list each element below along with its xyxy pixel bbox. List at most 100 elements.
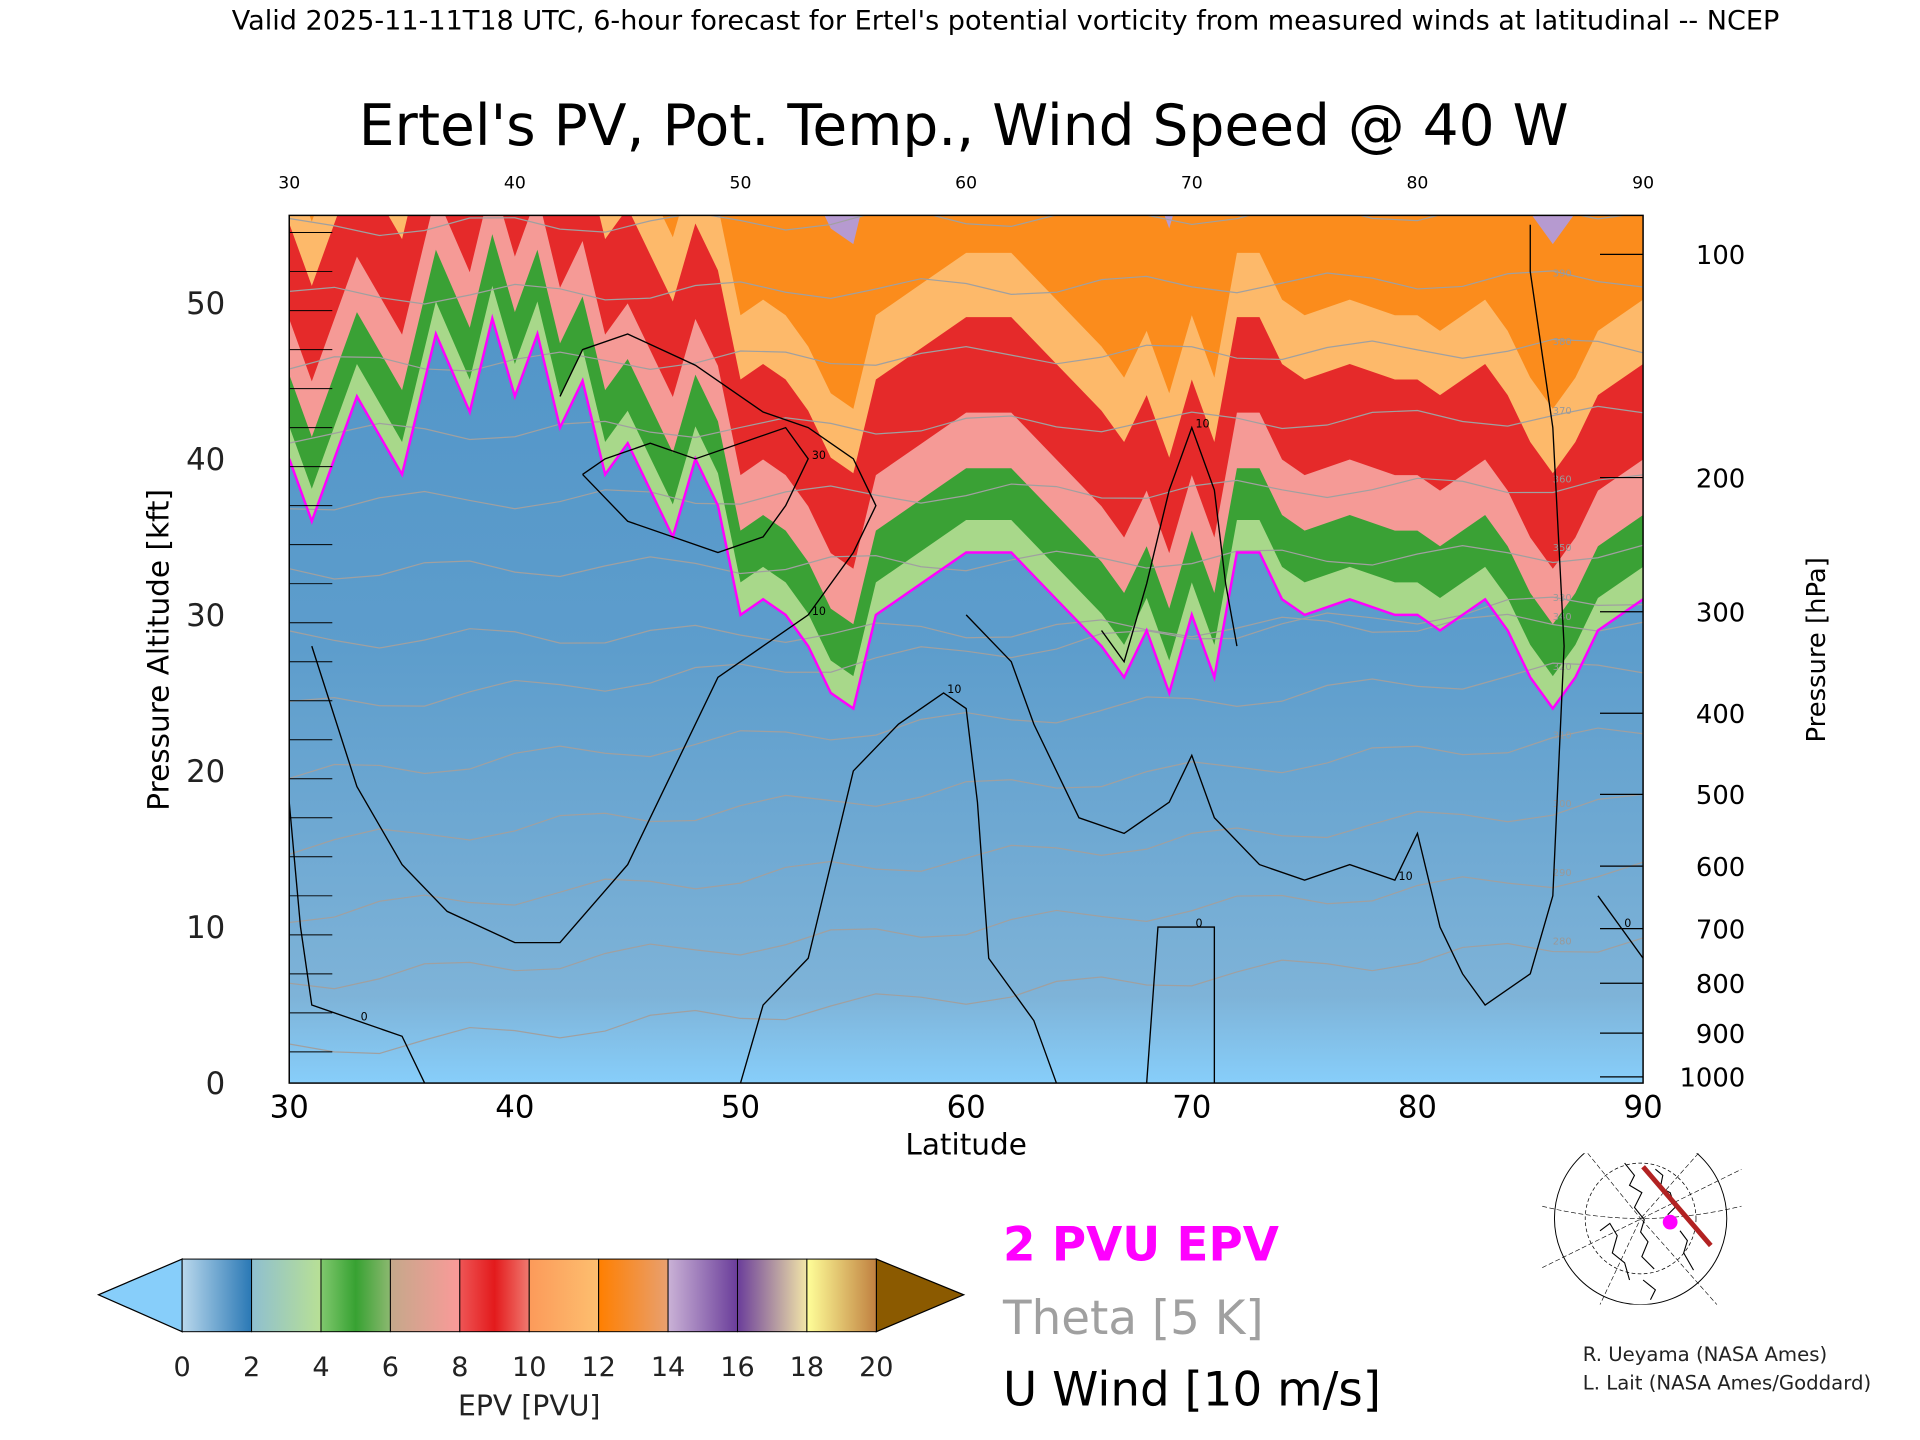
theta-contour-label: 360 (1553, 475, 1572, 486)
pressure-tick-label: 700 (1696, 915, 1745, 945)
pressure-tick-label: 100 (1696, 241, 1745, 271)
u-wind-contour-label: 10 (1399, 870, 1413, 883)
y-tick-label: 30 (186, 598, 225, 634)
x-tick-label-top: 40 (504, 173, 526, 193)
chart-title: Ertel's PV, Pot. Temp., Wind Speed @ 40 … (359, 93, 1569, 159)
plot-area: 280290300310320330340350360370380390400 … (142, 173, 1833, 1161)
y-tick-label: 10 (186, 910, 225, 946)
x-axis-label: Latitude (905, 1127, 1026, 1161)
pressure-tick-label: 500 (1696, 781, 1745, 811)
colorbar-tick-label: 6 (382, 1352, 399, 1383)
theta-contour-label: 290 (1553, 868, 1572, 879)
colorbar-tick-label: 4 (312, 1352, 329, 1383)
u-wind-contour-0 (1597, 895, 1644, 959)
theta-contour-label: 310 (1553, 731, 1572, 742)
x-tick-label: 50 (721, 1090, 760, 1126)
x-tick-label: 70 (1172, 1090, 1211, 1126)
u-wind-contour-label: 0 (1624, 917, 1631, 930)
y-tick-label: 0 (206, 1066, 226, 1102)
theta-contour-400 (289, 215, 1629, 237)
y-axis-right-label: Pressure [hPa] (1802, 557, 1832, 742)
colorbar-segment (459, 1258, 530, 1333)
pressure-tick-label: 400 (1696, 700, 1745, 730)
theta-contour-360 (289, 474, 1644, 511)
pv-band-13 (289, 215, 1644, 409)
colorbar-tick-label: 14 (651, 1352, 685, 1383)
theta-contour-label: 320 (1553, 662, 1572, 673)
colorbar-tick-label: 8 (451, 1352, 468, 1383)
x-tick-label-top: 30 (278, 173, 300, 193)
legend-pv-line: 2 PVU EPV (1003, 1218, 1279, 1272)
theta-contour-label: 350 (1553, 543, 1572, 554)
x-tick-label: 60 (947, 1090, 986, 1126)
u-wind-contour-label: 10 (1195, 418, 1209, 431)
u-wind-contour-10 (739, 692, 1058, 1084)
colorbar-under-triangle (96, 1258, 183, 1333)
u-wind-contour-0 (289, 802, 426, 1084)
location-map (1542, 1153, 1742, 1305)
u-wind-contour-30 (582, 426, 809, 554)
theta-contour-330 (289, 596, 1644, 707)
plot-frame (288, 214, 1644, 1084)
colorbar-tick-label: 10 (512, 1352, 546, 1383)
colorbar-tick-label: 20 (859, 1352, 893, 1383)
x-tick-label: 30 (270, 1090, 309, 1126)
u-wind-contour-10 (1100, 425, 1238, 664)
legend: 2 PVU EPV Theta [5 K] U Wind [10 m/s] (1002, 1218, 1381, 1417)
theta-contour-300 (289, 793, 1644, 924)
theta-contour-label: 370 (1553, 406, 1572, 417)
colorbar-segment (251, 1258, 322, 1333)
u-wind-contour-label: 30 (812, 449, 826, 462)
theta-contour-370 (289, 405, 1644, 444)
theta-contour-label: 280 (1553, 937, 1572, 948)
legend-theta: Theta [5 K] (1002, 1292, 1264, 1346)
colorbar-segment (389, 1258, 461, 1333)
colorbar-segment (528, 1258, 600, 1333)
x-tick-label-top: 80 (1406, 173, 1428, 193)
colorbar-segment (320, 1258, 391, 1333)
colorbar-over-triangle (875, 1258, 966, 1333)
colorbar-tick-label: 12 (581, 1352, 615, 1383)
u-wind-contour-label: 10 (947, 683, 961, 696)
u-wind-contour-10 (311, 333, 877, 944)
colorbar-tick-label: 18 (790, 1352, 824, 1383)
x-tick-label-top: 60 (955, 173, 977, 193)
pressure-tick-label: 600 (1696, 853, 1745, 883)
pv-2pvu-line (289, 313, 1644, 711)
theta-contour-310 (289, 727, 1644, 855)
figure-subtitle: Valid 2025-11-11T18 UTC, 6-hour forecast… (232, 6, 1780, 37)
u-wind-contour-label: 0 (361, 1011, 368, 1024)
x-tick-label-top: 70 (1181, 173, 1203, 193)
colorbar-segment (181, 1258, 253, 1333)
u-wind-contour-label: 0 (1195, 917, 1202, 930)
y-tick-label: 20 (186, 754, 225, 790)
theta-contour-380 (289, 338, 1644, 372)
credit-line-2: L. Lait (NASA Ames/Goddard) (1583, 1372, 1871, 1395)
map-location-marker (1662, 1214, 1678, 1230)
colorbar-segment (736, 1258, 808, 1333)
u-wind-contour-0 (1145, 926, 1216, 1084)
x-tick-label: 80 (1398, 1090, 1437, 1126)
colorbar-tick-label: 0 (174, 1352, 191, 1383)
credit-line-1: R. Ueyama (NASA Ames) (1583, 1343, 1827, 1366)
pressure-tick-label: 300 (1696, 599, 1745, 629)
x-tick-label: 40 (495, 1090, 534, 1126)
colorbar-segment (667, 1258, 738, 1333)
pressure-tick-label: 800 (1696, 970, 1745, 1000)
x-tick-label-top: 50 (730, 173, 752, 193)
x-tick-label: 90 (1624, 1090, 1663, 1126)
colorbar-segment (598, 1258, 669, 1333)
theta-contour-label: 400 (1553, 200, 1572, 211)
theta-contour-340 (289, 613, 1644, 649)
colorbar-segment (806, 1258, 877, 1333)
u-wind-contour-label: 10 (812, 605, 826, 618)
u-wind-contour-10 (965, 224, 1565, 1006)
colorbar: 0 2 4 6 8 10 12 14 16 18 20 EPV [PVU] (96, 1258, 966, 1422)
theta-contour-290 (289, 861, 1644, 990)
theta-contour-label: 390 (1553, 269, 1572, 280)
theta-contour-390 (289, 270, 1644, 305)
map-cross-section-track (1641, 1165, 1713, 1248)
colorbar-tick-label: 16 (720, 1352, 754, 1383)
theta-contour-label: 300 (1553, 799, 1572, 810)
